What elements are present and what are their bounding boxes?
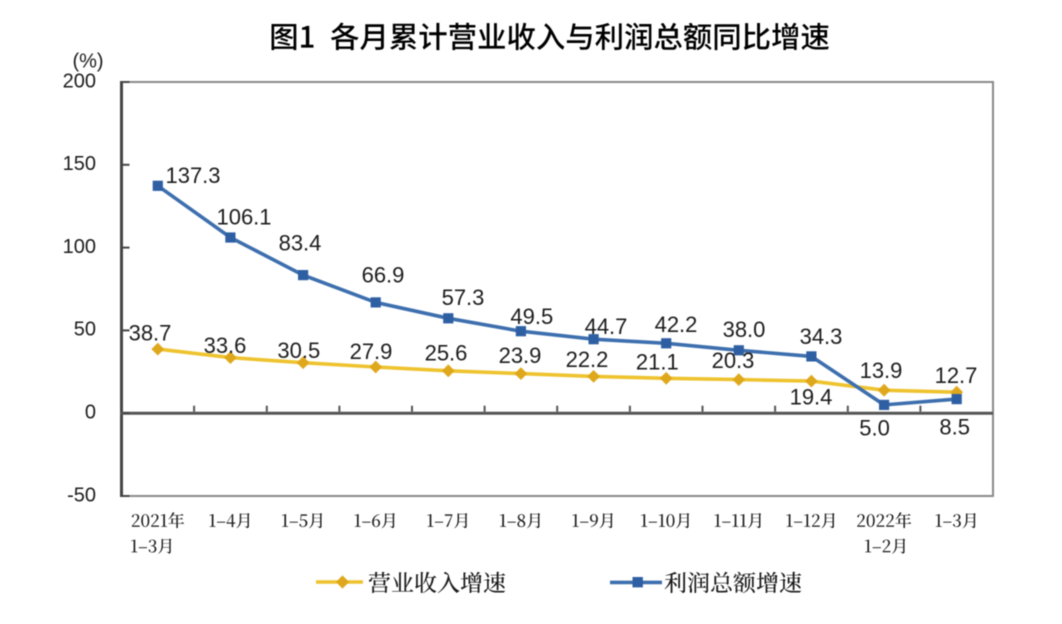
svg-text:200: 200 xyxy=(63,70,96,92)
svg-text:19.4: 19.4 xyxy=(790,384,833,409)
svg-text:13.9: 13.9 xyxy=(860,358,903,383)
svg-text:12.7: 12.7 xyxy=(935,363,978,388)
svg-text:66.9: 66.9 xyxy=(362,263,405,288)
svg-text:38.0: 38.0 xyxy=(723,317,766,342)
svg-text:27.9: 27.9 xyxy=(350,339,393,364)
svg-text:100: 100 xyxy=(63,236,96,258)
svg-text:30.5: 30.5 xyxy=(277,338,320,363)
svg-text:25.6: 25.6 xyxy=(425,340,468,365)
svg-text:33.6: 33.6 xyxy=(204,333,247,358)
svg-text:44.7: 44.7 xyxy=(585,314,628,339)
svg-text:49.5: 49.5 xyxy=(510,304,553,329)
svg-text:50: 50 xyxy=(74,319,96,341)
svg-text:0: 0 xyxy=(85,402,96,424)
svg-text:21.1: 21.1 xyxy=(636,349,679,374)
svg-text:8.5: 8.5 xyxy=(939,415,970,440)
svg-text:106.1: 106.1 xyxy=(216,204,271,229)
svg-text:5.0: 5.0 xyxy=(859,415,890,440)
svg-text:(%): (%) xyxy=(72,51,103,73)
svg-text:150: 150 xyxy=(63,153,96,175)
svg-text:-50: -50 xyxy=(67,484,96,506)
svg-text:57.3: 57.3 xyxy=(442,285,485,310)
svg-text:34.3: 34.3 xyxy=(800,324,843,349)
svg-text:83.4: 83.4 xyxy=(279,230,322,255)
svg-text:23.9: 23.9 xyxy=(499,343,542,368)
svg-text:38.7: 38.7 xyxy=(129,320,172,345)
svg-text:137.3: 137.3 xyxy=(165,163,220,188)
svg-text:22.2: 22.2 xyxy=(566,347,609,372)
svg-text:20.3: 20.3 xyxy=(712,348,755,373)
svg-text:42.2: 42.2 xyxy=(655,312,698,337)
